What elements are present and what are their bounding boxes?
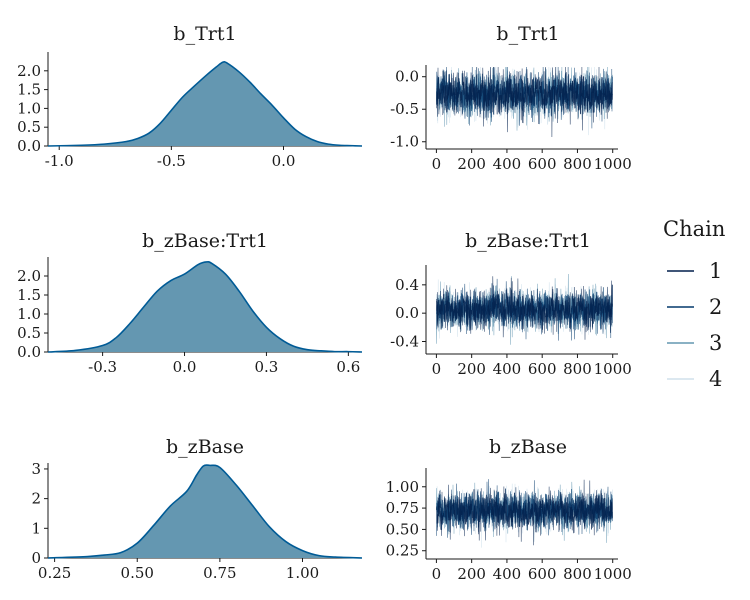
y-tick-label: 0.0 (17, 343, 41, 361)
legend-entry: 4 (667, 367, 722, 391)
x-tick-label: 0 (432, 565, 442, 583)
y-tick-label: 0.0 (395, 68, 419, 86)
x-tick-label: 600 (528, 565, 557, 583)
x-tick-label: 600 (528, 155, 557, 173)
panel-trace-5: b_zBase 0 200 400 600 800 1000 0.25 0.50 0.75 1.00 (386, 436, 632, 583)
panel-title: b_zBase (489, 436, 567, 458)
x-tick-label: 0.3 (255, 358, 279, 376)
panel-title: b_Trt1 (496, 23, 559, 45)
x-tick-label: 0.25 (38, 564, 71, 582)
x-tick-label: 0.0 (272, 152, 296, 170)
legend-entry: 2 (667, 295, 722, 319)
panel-title: b_zBase:Trt1 (465, 230, 591, 252)
x-tick-label: 1000 (594, 565, 632, 583)
y-tick-label: 2.0 (17, 267, 41, 285)
x-tick-label: 400 (493, 565, 522, 583)
y-tick-label: -0.5 (390, 100, 419, 118)
x-tick-label: 800 (563, 565, 592, 583)
panel-title: b_zBase:Trt1 (142, 230, 268, 252)
x-tick-label: 200 (457, 565, 486, 583)
x-tick-label: 1000 (594, 155, 632, 173)
panel-title: b_Trt1 (173, 23, 236, 45)
panel-density-2: b_zBase:Trt1-0.3 0.0 0.3 0.60.00.51.01.52.0 (17, 230, 363, 376)
legend-entry: 3 (667, 331, 722, 355)
x-tick-label: 400 (493, 155, 522, 173)
legend-title: Chain (663, 217, 725, 241)
panel-trace-3: b_zBase:Trt1 0 200 400 600 800 1000 -0.4 0.0 0.4 (390, 230, 632, 378)
y-tick-label: 2 (31, 490, 41, 508)
x-tick-label: 200 (457, 155, 486, 173)
y-tick-label: 0.5 (17, 118, 41, 136)
y-tick-label: -0.4 (390, 333, 419, 351)
legend-items: 1 2 3 4 (667, 259, 722, 391)
density-curve (47, 464, 363, 559)
x-tick-label: 800 (563, 360, 592, 378)
y-tick-label: 0.4 (395, 276, 419, 294)
y-tick-label: 0.25 (386, 542, 419, 560)
y-tick-label: 0.0 (395, 304, 419, 322)
density-area (48, 464, 362, 558)
x-tick-label: 800 (563, 155, 592, 173)
panel-density-0: b_Trt1-1.0 -0.5 0.00.00.51.01.52.0 (17, 23, 363, 170)
density-area (48, 261, 362, 352)
y-tick-label: 3 (31, 460, 41, 478)
density-curve (47, 261, 363, 353)
x-tick-label: 0.6 (336, 358, 360, 376)
x-tick-label: 1.00 (286, 564, 319, 582)
y-tick-label: 0 (31, 549, 41, 567)
density-curve (47, 61, 363, 147)
trace-chain-1 (436, 66, 613, 138)
x-tick-label: 1000 (594, 360, 632, 378)
x-tick-label: -1.0 (45, 152, 74, 170)
x-tick-label: 0.75 (203, 564, 236, 582)
y-tick-label: 1 (31, 519, 41, 537)
trace-chain-1 (436, 276, 613, 340)
y-tick-label: 2.0 (17, 62, 41, 80)
legend-label: 1 (709, 259, 722, 283)
y-tick-label: 0.0 (17, 137, 41, 155)
legend-label: 3 (709, 331, 722, 355)
y-tick-label: 1.5 (17, 286, 41, 304)
x-tick-label: 400 (493, 360, 522, 378)
chain-legend: Chain 1 2 3 4 (663, 217, 725, 391)
x-tick-label: 0.50 (121, 564, 154, 582)
legend-label: 2 (709, 295, 722, 319)
y-tick-label: 1.0 (17, 99, 41, 117)
x-tick-label: -0.5 (157, 152, 186, 170)
x-tick-label: 600 (528, 360, 557, 378)
y-tick-label: -1.0 (390, 133, 419, 151)
trace-chain-1 (436, 479, 613, 546)
y-tick-label: 0.50 (386, 520, 419, 538)
x-tick-label: 0.0 (173, 358, 197, 376)
legend-label: 4 (709, 367, 722, 391)
legend-entry: 1 (667, 259, 722, 283)
x-tick-label: 0 (432, 360, 442, 378)
x-tick-label: -0.3 (88, 358, 117, 376)
y-tick-label: 1.5 (17, 81, 41, 99)
y-tick-label: 1.0 (17, 305, 41, 323)
panel-density-4: b_zBase 0.25 0.50 0.75 1.00 0 1 2 3 (31, 436, 363, 582)
y-tick-label: 1.00 (386, 478, 419, 496)
density-area (48, 61, 362, 146)
x-tick-label: 0 (432, 155, 442, 173)
panel-trace-1: b_Trt1 0 200 400 600 800 1000 -1.0 -0.5 0.0 (390, 23, 632, 173)
x-tick-label: 200 (457, 360, 486, 378)
y-tick-label: 0.75 (386, 499, 419, 517)
panel-title: b_zBase (166, 436, 244, 458)
y-tick-label: 0.5 (17, 324, 41, 342)
